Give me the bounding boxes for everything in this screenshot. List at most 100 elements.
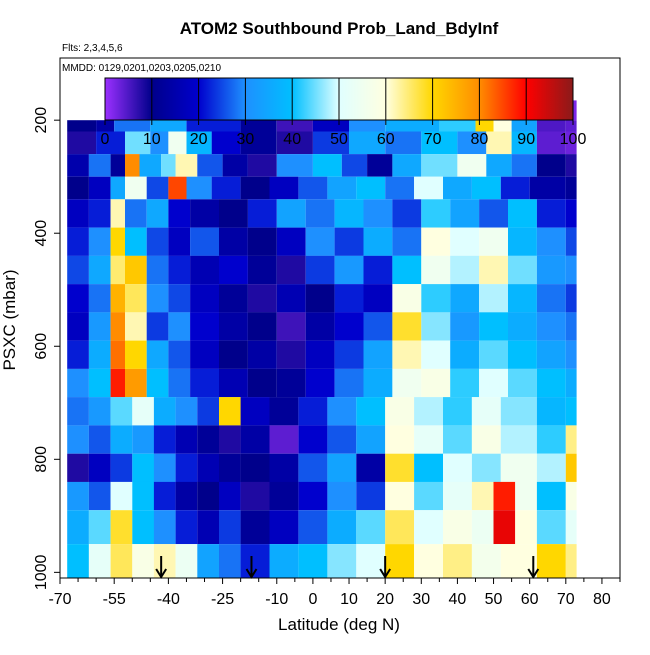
- heatmap-cell: [150, 131, 169, 155]
- heatmap-cell: [269, 397, 299, 426]
- x-tick-label: 50: [485, 591, 503, 608]
- plot-axes: -70 -55 -40 -25 -10 0 10 20 30 40 50 60 70 8020040060…: [33, 57, 621, 608]
- heatmap-cell: [298, 481, 328, 511]
- heatmap-cell: [508, 199, 537, 228]
- heatmap-cell: [536, 227, 566, 256]
- heatmap-cell: [515, 481, 537, 511]
- heatmap-cell: [132, 481, 154, 511]
- heatmap-cell: [414, 397, 443, 426]
- heatmap-cell: [529, 176, 566, 200]
- heatmap-cell: [565, 397, 577, 426]
- heatmap-cell: [565, 199, 577, 228]
- heatmap-cell: [508, 227, 537, 256]
- heatmap-cell: [150, 120, 187, 132]
- heatmap-cell: [139, 154, 162, 177]
- heatmap-cell: [479, 340, 508, 369]
- heatmap-cell: [190, 255, 219, 285]
- profile-marker-head: [527, 568, 540, 579]
- heatmap-cell: [392, 368, 422, 398]
- heatmap-cell: [110, 284, 126, 313]
- heatmap-cell: [146, 284, 169, 313]
- heatmap-cell: [146, 368, 169, 398]
- heatmap-cell: [471, 176, 501, 200]
- heatmap-cell: [125, 227, 147, 256]
- heatmap-cell: [334, 312, 364, 341]
- heatmap-cell: [219, 312, 248, 341]
- heatmap-cell: [565, 510, 577, 545]
- heatmap-cell: [247, 199, 277, 228]
- heatmap-cell: [110, 199, 126, 228]
- heatmap-cell: [536, 199, 566, 228]
- heatmap-cell: [240, 397, 270, 426]
- heatmap-cell: [536, 544, 566, 578]
- heatmap-cell: [110, 544, 133, 578]
- heatmap-cell: [146, 176, 169, 200]
- heatmap-cell: [146, 199, 169, 228]
- heatmap-cell: [565, 227, 577, 256]
- colorbar-tick-label: 70: [424, 131, 442, 148]
- heatmap-cell: [479, 368, 508, 398]
- heatmap-cell: [356, 544, 386, 578]
- heatmap-cell: [536, 154, 566, 177]
- heatmap-cell: [508, 368, 537, 398]
- heatmap-cell: [356, 397, 386, 426]
- heatmap-cell: [240, 120, 277, 132]
- heatmap-cell: [334, 227, 364, 256]
- heatmap-cell: [67, 544, 89, 578]
- heatmap-cell: [211, 176, 241, 200]
- heatmap-cell: [471, 481, 494, 511]
- heatmap-cell: [493, 481, 516, 511]
- heatmap-cell: [471, 397, 501, 426]
- heatmap-cell: [247, 312, 277, 341]
- heatmap-cell: [96, 131, 125, 155]
- heatmap-cell: [269, 453, 299, 482]
- heatmap-cell: [125, 368, 147, 398]
- heatmap-cell: [153, 544, 176, 578]
- heatmap-cell: [312, 120, 349, 132]
- heatmap-cell: [110, 510, 133, 545]
- heatmap-cell: [421, 312, 451, 341]
- heatmap-cell: [88, 255, 111, 285]
- heatmap-cell: [114, 120, 151, 132]
- heatmap-cell: [125, 340, 147, 369]
- heatmap-cell: [219, 199, 248, 228]
- heatmap-cell: [363, 255, 393, 285]
- heatmap-cell: [276, 227, 306, 256]
- heatmap-cell: [67, 199, 89, 228]
- heatmap-cell: [439, 120, 476, 132]
- chart-title: ATOM2 Southbound Prob_Land_BdyInf: [180, 19, 499, 38]
- heatmap-cell: [269, 510, 299, 545]
- heatmap-cell: [450, 199, 480, 228]
- heatmap-cell: [493, 120, 512, 132]
- heatmap-cell: [536, 368, 566, 398]
- heatmap-cell: [565, 284, 577, 313]
- heatmap-cell: [385, 131, 422, 155]
- heatmap-cell: [168, 312, 191, 341]
- heatmap-cell: [565, 425, 577, 454]
- heatmap-cell: [305, 284, 335, 313]
- heatmap-cell: [197, 425, 219, 454]
- heatmap-cell: [132, 425, 154, 454]
- x-tick-label: 40: [449, 591, 467, 608]
- heatmap-cell: [367, 154, 393, 177]
- heatmap-cell: [305, 368, 335, 398]
- heatmap-cell: [269, 481, 299, 511]
- heatmap-cell: [125, 255, 147, 285]
- heatmap-cells: [67, 100, 577, 578]
- heatmap-cell: [414, 510, 443, 545]
- heatmap-cell: [132, 544, 154, 578]
- heatmap-cell: [247, 154, 277, 177]
- heatmap-cell: [511, 120, 537, 132]
- x-axis-label: Latitude (deg N): [278, 615, 400, 634]
- heatmap-cell: [211, 131, 241, 155]
- heatmap-cell: [219, 227, 248, 256]
- heatmap-cell: [219, 368, 248, 398]
- x-tick-label: -25: [211, 591, 234, 608]
- heatmap-cell: [305, 312, 335, 341]
- heatmap-cell: [363, 312, 393, 341]
- x-tick-label: 70: [557, 591, 575, 608]
- heatmap-cell: [414, 544, 443, 578]
- heatmap-cell: [168, 255, 191, 285]
- heatmap-cell: [67, 510, 89, 545]
- flights-label: Flts: 2,3,4,5,6: [62, 43, 123, 54]
